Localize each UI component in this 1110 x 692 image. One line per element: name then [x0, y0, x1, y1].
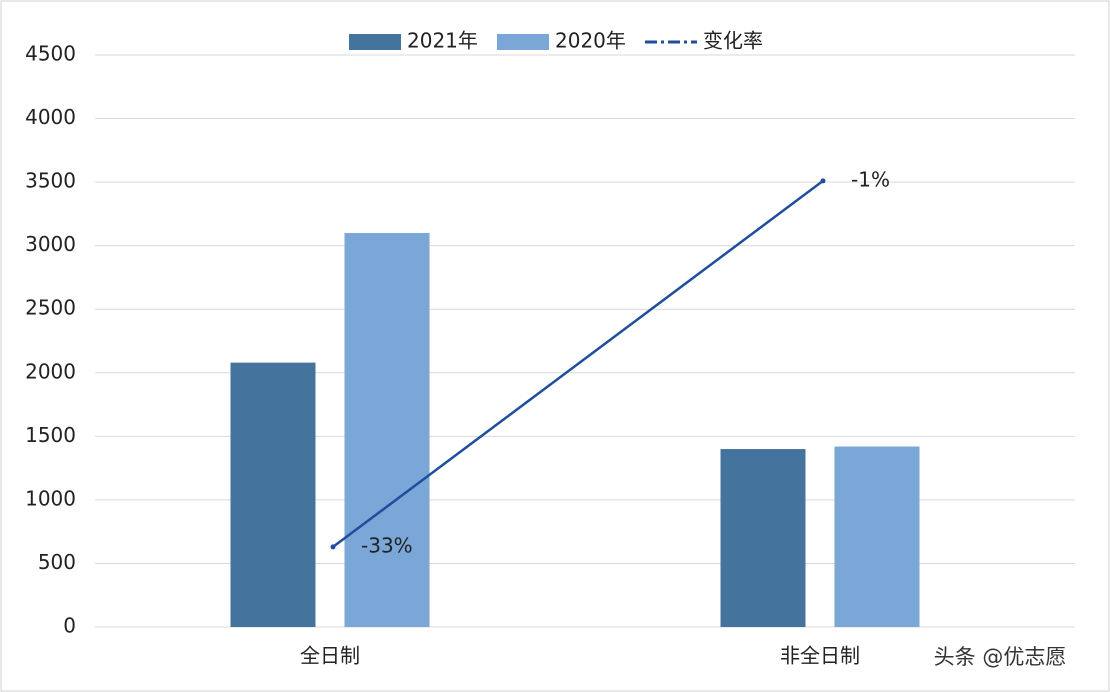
bar — [344, 232, 430, 627]
data-label: -33% — [361, 533, 413, 557]
bar — [834, 446, 920, 627]
line — [332, 179, 824, 548]
x-tick-label: 非全日制 — [780, 644, 860, 668]
legend-label: 2021年 — [407, 29, 478, 53]
legend-swatch — [497, 34, 549, 50]
line-point — [330, 544, 336, 550]
line-point — [820, 178, 826, 184]
y-tick-label: 4000 — [25, 105, 76, 129]
watermark: 头条 @优志愿 — [934, 645, 1067, 669]
y-tick-label: 500 — [38, 550, 76, 574]
y-tick-label: 3500 — [25, 169, 76, 193]
y-tick-label: 4500 — [25, 42, 76, 66]
y-tick-label: 1500 — [25, 423, 76, 447]
bar — [720, 449, 806, 627]
y-tick-label: 2000 — [25, 359, 76, 383]
legend-label: 变化率 — [703, 29, 763, 53]
x-tick-label: 全日制 — [300, 644, 360, 668]
y-tick-label: 2500 — [25, 296, 76, 320]
y-tick-label: 0 — [63, 614, 76, 638]
legend-label: 2020年 — [555, 29, 626, 53]
data-label: -1% — [851, 167, 890, 191]
y-tick-label: 3000 — [25, 232, 76, 256]
bar — [230, 362, 316, 627]
legend-swatch — [349, 34, 401, 50]
y-tick-label: 1000 — [25, 486, 76, 510]
